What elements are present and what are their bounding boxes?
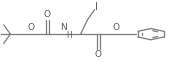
Text: I: I <box>95 2 98 12</box>
Text: H: H <box>66 31 72 40</box>
Text: O: O <box>44 10 51 19</box>
Text: N: N <box>61 23 67 32</box>
Text: O: O <box>95 50 102 59</box>
Text: O: O <box>112 23 119 32</box>
Text: O: O <box>28 23 35 32</box>
